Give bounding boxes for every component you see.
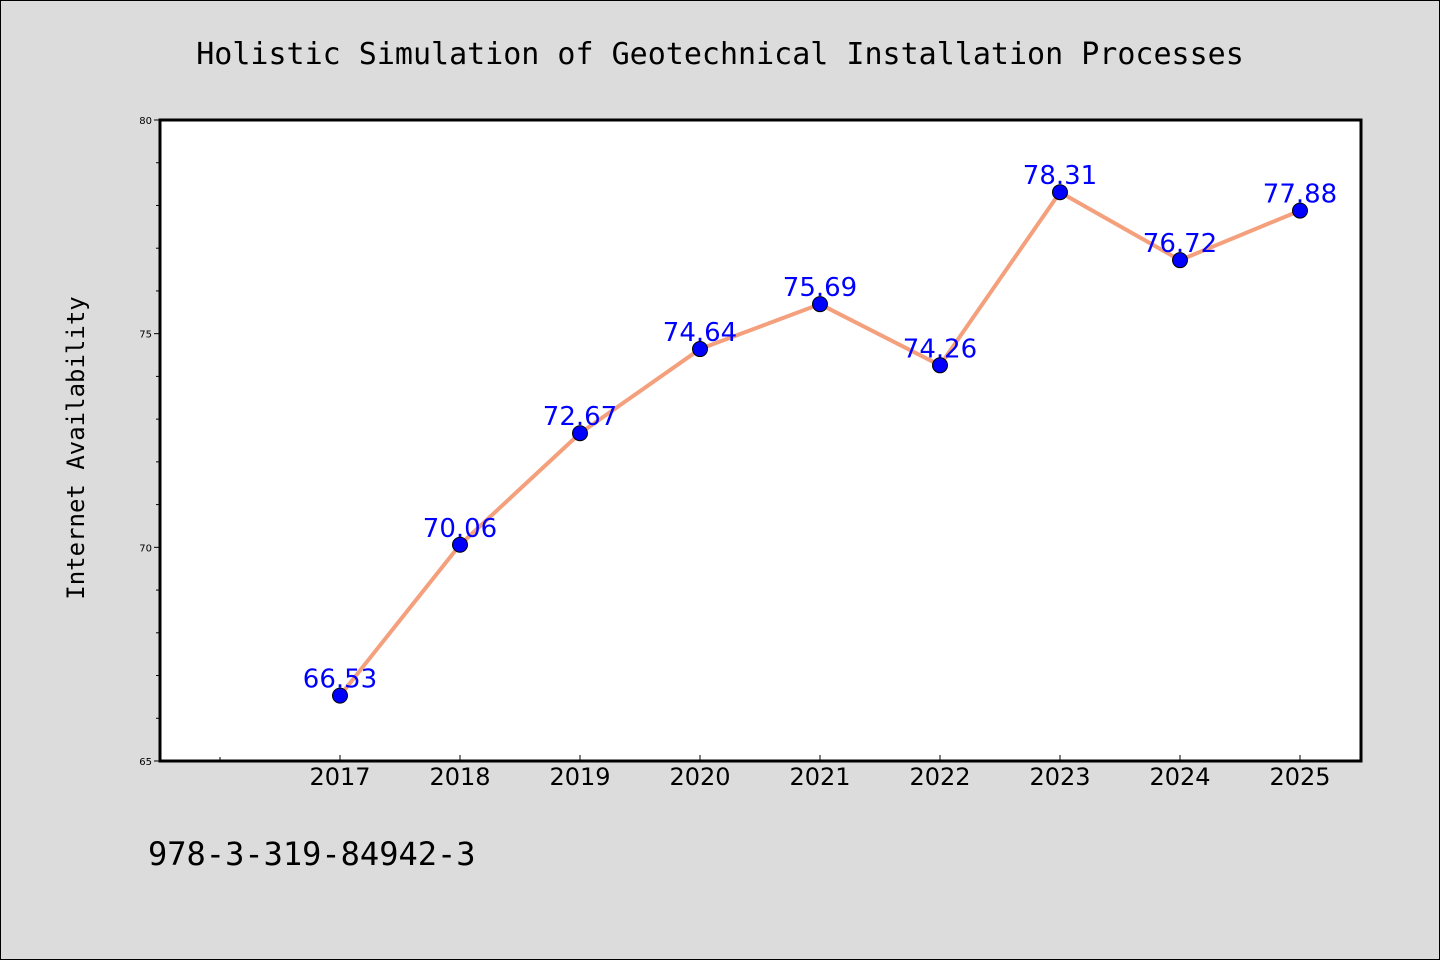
data-label: 72.67 [543,402,617,432]
data-label: 78.31 [1023,161,1097,191]
data-point [932,357,948,374]
data-label: 74.64 [663,318,737,348]
data-label: 76.72 [1143,229,1217,259]
x-tick-label: 2021 [789,763,850,791]
data-label: 77.88 [1263,180,1337,210]
x-tick-label: 2017 [309,763,370,791]
x-tick-label: 2019 [549,763,610,791]
footnote-isbn: 978-3-319-84942-3 [148,835,476,873]
x-tick-label: 2024 [1149,763,1210,791]
data-label: 75.69 [783,273,857,303]
x-tick-label: 2018 [429,763,490,791]
data-point [692,341,708,358]
data-point [572,425,588,442]
data-point [812,296,828,313]
data-label: 66.53 [303,665,377,695]
data-point [1052,184,1068,201]
data-point [452,536,468,553]
y-tick-label: 70 [139,543,152,554]
x-tick-label: 2023 [1029,763,1090,791]
y-tick-label: 65 [139,757,152,768]
data-point [1292,202,1308,219]
data-label: 74.26 [903,334,977,364]
plot-area [158,118,1363,763]
y-axis-label: Internet Availability [62,296,90,599]
y-axis-ticks: 65 70 75 80 [139,116,160,768]
data-point [332,687,348,704]
x-tick-label: 2020 [669,763,730,791]
data-point [1172,252,1188,269]
y-tick-label: 80 [139,116,152,127]
x-tick-label: 2025 [1269,763,1330,791]
y-tick-label: 75 [139,330,152,341]
data-label: 70.06 [423,514,497,544]
chart-title: Holistic Simulation of Geotechnical Inst… [196,37,1244,72]
series-layer: 66.53 70.06 72.67 74.64 75.69 74.26 78.31 76.72… [303,161,1337,704]
x-axis-ticks: 2017 2018 2019 2020 2021 2022 2023 2024 2025 [219,755,1331,791]
x-tick-label: 2022 [909,763,970,791]
